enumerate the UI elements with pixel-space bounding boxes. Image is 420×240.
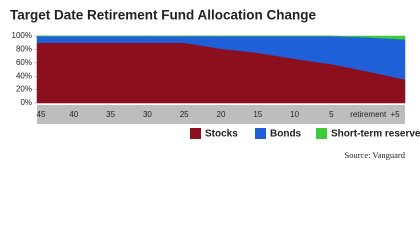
legend-label: Bonds [270,129,302,140]
x-tick-label: 35 [106,110,115,119]
legend-swatch [316,128,327,139]
legend-swatch [190,128,201,139]
chart-title: Target Date Retirement Fund Allocation C… [10,8,317,23]
y-tick-label: 100% [12,31,32,40]
x-tick-label: 45 [37,110,46,119]
x-tick-label: 40 [69,110,78,119]
legend-label: Stocks [205,129,238,140]
y-tick-label: 40% [16,71,32,80]
x-tick-label: 25 [180,110,189,119]
x-axis-band [37,105,405,124]
legend-swatch [255,128,266,139]
area [37,35,406,40]
x-tick-label: +5 [390,110,400,119]
x-tick-label: retirement [350,110,387,119]
page: Target Date Retirement Fund Allocation C… [10,7,420,160]
y-tick-label: 0% [20,98,32,107]
y-tick-label: 60% [16,58,32,67]
x-tick-label: 5 [329,110,334,119]
y-tick-label: 80% [16,45,32,54]
legend-label: Short-term reserves [331,129,420,140]
y-tick-label: 20% [16,85,32,94]
x-tick-label: 10 [290,110,299,119]
chart: Target Date Retirement Fund Allocation C… [10,7,420,160]
x-tick-label: 15 [253,110,262,119]
x-tick-label: 20 [217,110,226,119]
x-tick-label: 30 [143,110,152,119]
source: Source: Vanguard [344,150,405,160]
